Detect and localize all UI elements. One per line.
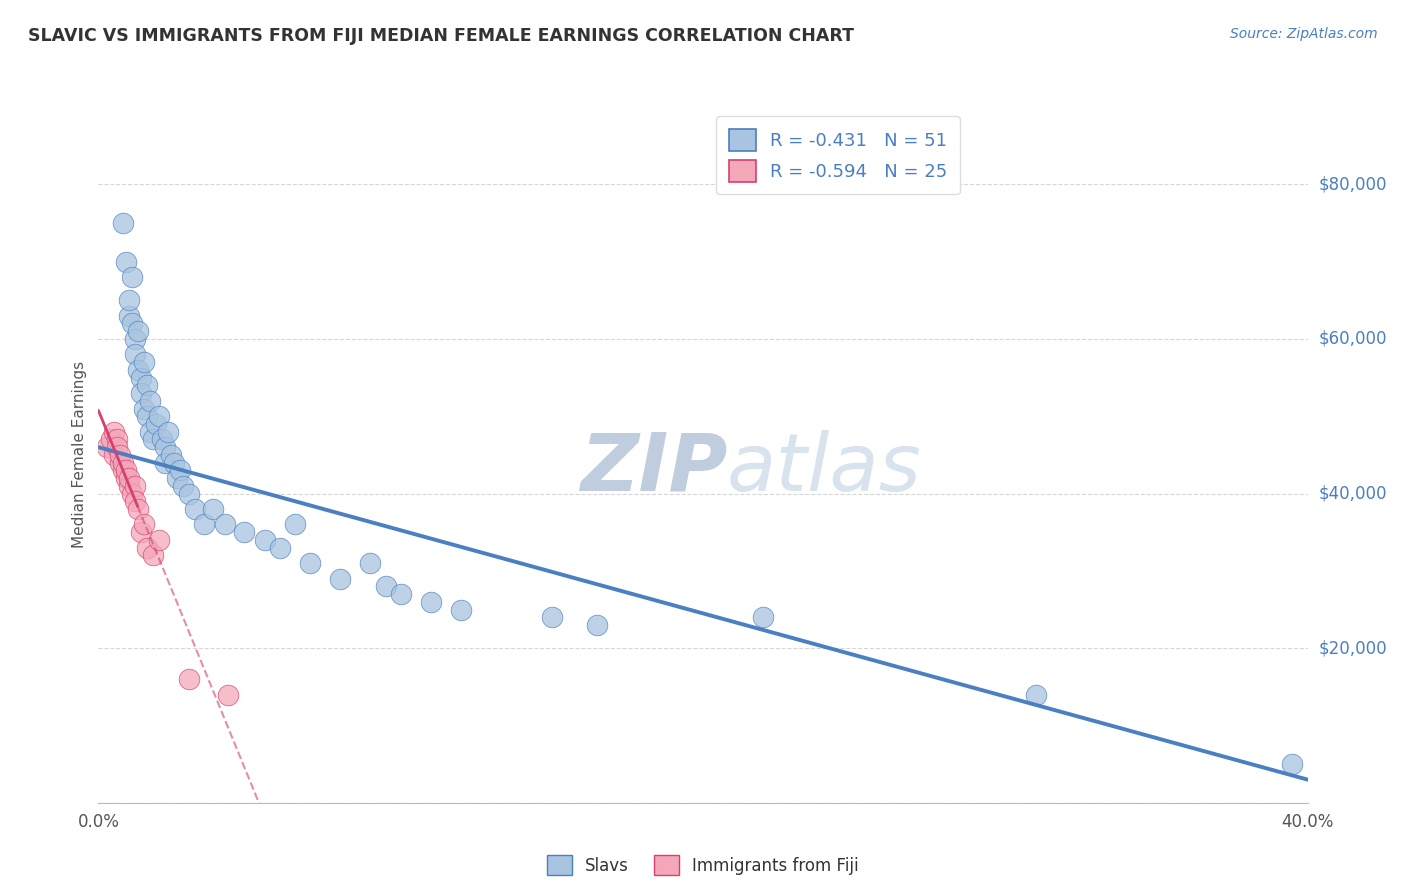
Point xyxy=(752,610,775,624)
Point xyxy=(217,688,239,702)
Point xyxy=(166,471,188,485)
Point xyxy=(172,479,194,493)
Point xyxy=(156,425,179,439)
Point xyxy=(103,425,125,439)
Point xyxy=(214,517,236,532)
Point xyxy=(184,502,207,516)
Point xyxy=(124,494,146,508)
Point xyxy=(150,433,173,447)
Text: atlas: atlas xyxy=(727,430,922,508)
Point xyxy=(121,486,143,500)
Text: SLAVIC VS IMMIGRANTS FROM FIJI MEDIAN FEMALE EARNINGS CORRELATION CHART: SLAVIC VS IMMIGRANTS FROM FIJI MEDIAN FE… xyxy=(28,27,853,45)
Legend: R = -0.431   N = 51, R = -0.594   N = 25: R = -0.431 N = 51, R = -0.594 N = 25 xyxy=(716,116,960,194)
Point xyxy=(329,572,352,586)
Point xyxy=(118,293,141,308)
Point xyxy=(127,502,149,516)
Point xyxy=(1024,688,1046,702)
Point xyxy=(114,463,136,477)
Point xyxy=(103,448,125,462)
Point xyxy=(108,456,131,470)
Point xyxy=(118,309,141,323)
Point xyxy=(111,463,134,477)
Point xyxy=(148,533,170,547)
Point xyxy=(163,456,186,470)
Point xyxy=(114,254,136,268)
Point xyxy=(177,486,201,500)
Point xyxy=(124,347,146,361)
Point xyxy=(124,332,146,346)
Point xyxy=(135,409,157,424)
Text: $60,000: $60,000 xyxy=(1319,330,1388,348)
Point xyxy=(100,433,122,447)
Point xyxy=(232,525,254,540)
Point xyxy=(118,471,141,485)
Point xyxy=(202,502,225,516)
Point xyxy=(299,556,322,570)
Point xyxy=(105,440,128,454)
Point xyxy=(96,440,118,454)
Point xyxy=(111,216,134,230)
Point xyxy=(586,618,609,632)
Y-axis label: Median Female Earnings: Median Female Earnings xyxy=(72,361,87,549)
Point xyxy=(153,456,176,470)
Point xyxy=(360,556,382,570)
Text: ZIP: ZIP xyxy=(579,430,727,508)
Point xyxy=(419,595,441,609)
Point xyxy=(148,409,170,424)
Point xyxy=(145,417,167,431)
Point xyxy=(114,471,136,485)
Point xyxy=(177,672,201,686)
Point xyxy=(127,363,149,377)
Point xyxy=(139,393,162,408)
Point xyxy=(139,425,162,439)
Point xyxy=(129,370,152,384)
Point xyxy=(169,463,191,477)
Point xyxy=(132,401,155,416)
Point xyxy=(389,587,412,601)
Point xyxy=(193,517,215,532)
Point xyxy=(284,517,307,532)
Point xyxy=(111,456,134,470)
Point xyxy=(142,433,165,447)
Point xyxy=(1281,757,1303,772)
Text: $20,000: $20,000 xyxy=(1319,640,1388,657)
Point xyxy=(108,448,131,462)
Point xyxy=(450,602,472,616)
Point xyxy=(121,270,143,285)
Point xyxy=(135,378,157,392)
Point xyxy=(129,386,152,401)
Point xyxy=(269,541,291,555)
Point xyxy=(127,324,149,338)
Text: Source: ZipAtlas.com: Source: ZipAtlas.com xyxy=(1230,27,1378,41)
Point xyxy=(118,479,141,493)
Point xyxy=(160,448,183,462)
Point xyxy=(142,549,165,563)
Text: $80,000: $80,000 xyxy=(1319,176,1388,194)
Point xyxy=(124,479,146,493)
Point xyxy=(374,579,396,593)
Text: $40,000: $40,000 xyxy=(1319,484,1388,502)
Point xyxy=(121,317,143,331)
Point xyxy=(253,533,276,547)
Point xyxy=(105,433,128,447)
Point xyxy=(129,525,152,540)
Point xyxy=(132,355,155,369)
Legend: Slavs, Immigrants from Fiji: Slavs, Immigrants from Fiji xyxy=(538,847,868,884)
Point xyxy=(153,440,176,454)
Point xyxy=(132,517,155,532)
Point xyxy=(540,610,562,624)
Point xyxy=(135,541,157,555)
